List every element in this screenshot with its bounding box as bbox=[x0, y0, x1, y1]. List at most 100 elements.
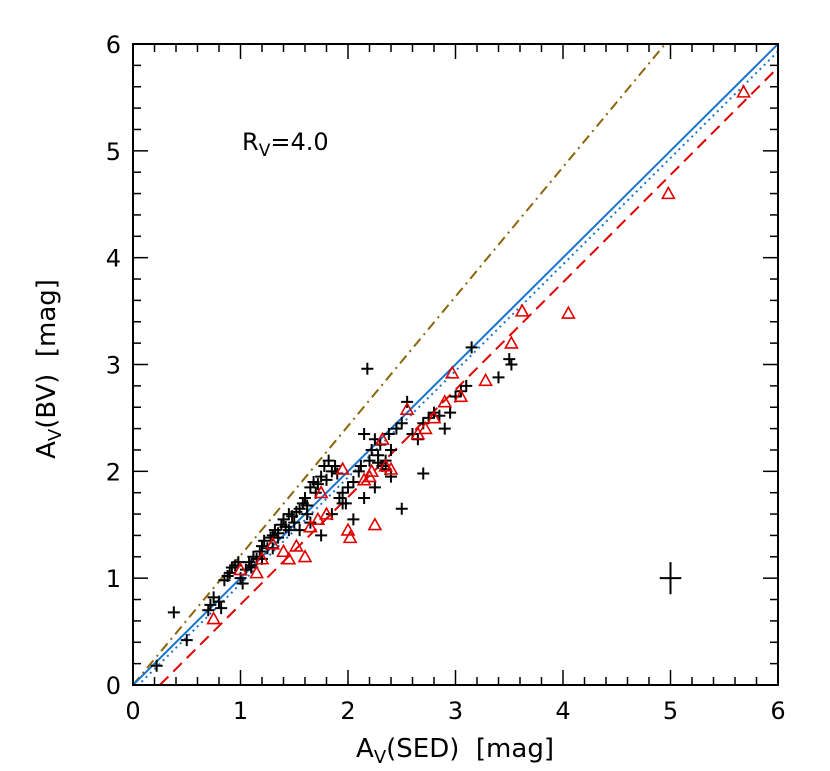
plus-point bbox=[358, 492, 371, 505]
plus-point bbox=[347, 513, 360, 526]
triangle-point bbox=[561, 305, 576, 319]
reference-line-dash-dot bbox=[133, 44, 666, 685]
x-tick-label: 1 bbox=[233, 697, 248, 725]
y-tick-label: 1 bbox=[106, 565, 121, 593]
triangle-point bbox=[399, 401, 415, 415]
triangle-point bbox=[504, 335, 519, 349]
triangle-point bbox=[426, 410, 442, 424]
plus-point bbox=[315, 529, 328, 542]
triangle-point bbox=[206, 611, 221, 625]
plus-point bbox=[336, 486, 349, 499]
reference-line-dotted bbox=[136, 50, 778, 685]
triangle-point bbox=[303, 519, 318, 533]
plus-point bbox=[167, 606, 180, 619]
plus-point bbox=[223, 566, 236, 579]
triangle-point bbox=[313, 485, 329, 499]
plus-point bbox=[293, 524, 306, 537]
x-axis-label-main: A bbox=[356, 734, 374, 764]
triangle-point bbox=[281, 551, 297, 565]
triangle-point bbox=[375, 431, 390, 445]
reference-line-solid bbox=[133, 44, 778, 685]
triangle-point bbox=[249, 565, 264, 579]
plus-point bbox=[385, 470, 397, 483]
plus-point bbox=[213, 595, 225, 608]
plus-point bbox=[354, 459, 367, 472]
x-axis-label: AV(SED) [mag] bbox=[356, 734, 554, 768]
triangle-point bbox=[514, 303, 530, 317]
annotation-sub: V bbox=[259, 141, 271, 161]
plus-point bbox=[438, 422, 451, 435]
plus-point bbox=[460, 379, 473, 392]
triangle-point bbox=[383, 461, 399, 475]
plus-point bbox=[288, 516, 301, 529]
x-tick-label: 0 bbox=[125, 697, 140, 725]
plus-point bbox=[282, 524, 295, 537]
triangle-point bbox=[276, 543, 291, 558]
triangle-point bbox=[444, 365, 460, 379]
y-axis-label: AV(BV) [mag] bbox=[32, 279, 66, 459]
plus-point bbox=[245, 561, 258, 574]
plus-point bbox=[492, 371, 505, 384]
plus-point bbox=[363, 454, 376, 467]
plus-point bbox=[465, 341, 478, 354]
error-bar bbox=[659, 562, 682, 595]
plus-point bbox=[347, 476, 360, 489]
x-axis-label-sub: V bbox=[374, 747, 387, 768]
reference-line-dashed bbox=[159, 66, 778, 685]
plus-point bbox=[336, 497, 349, 510]
y-tick-label: 5 bbox=[106, 138, 121, 166]
plus-point bbox=[417, 467, 430, 480]
y-tick-label: 2 bbox=[106, 458, 121, 486]
plus-point bbox=[390, 422, 403, 435]
plus-point bbox=[368, 481, 381, 494]
y-axis-label-sub: V bbox=[45, 428, 66, 441]
x-axis-label-rest: (SED) [mag] bbox=[386, 734, 554, 764]
triangle-point bbox=[453, 388, 469, 403]
data-points bbox=[150, 84, 751, 672]
plus-point bbox=[329, 459, 342, 472]
plus-point bbox=[372, 456, 385, 469]
triangle-point bbox=[289, 538, 304, 552]
plus-point bbox=[304, 516, 317, 529]
plus-point bbox=[277, 513, 290, 526]
y-tick-label: 6 bbox=[106, 31, 121, 59]
x-tick-label: 4 bbox=[555, 697, 570, 725]
triangle-point bbox=[319, 506, 334, 520]
triangle-point bbox=[367, 517, 383, 531]
plus-point bbox=[382, 427, 395, 440]
plus-point bbox=[503, 353, 516, 366]
triangle-point bbox=[437, 394, 453, 408]
triangle-point bbox=[418, 420, 433, 435]
x-tick-label: 6 bbox=[770, 697, 785, 725]
plus-point bbox=[258, 534, 271, 547]
plus-point bbox=[365, 443, 378, 456]
triangle-point bbox=[364, 463, 380, 477]
plus-point bbox=[311, 478, 324, 491]
triangle-point bbox=[736, 84, 751, 98]
plus-point bbox=[395, 502, 408, 515]
triangle-point bbox=[335, 461, 350, 475]
y-tick-label: 0 bbox=[106, 672, 121, 700]
y-tick-label: 4 bbox=[106, 245, 121, 273]
plus-point bbox=[395, 417, 408, 430]
triangle-point bbox=[660, 185, 676, 200]
y-axis-label-main: A bbox=[32, 441, 62, 459]
plus-point bbox=[202, 604, 215, 617]
triangle-point bbox=[378, 458, 393, 472]
plus-point bbox=[342, 481, 354, 494]
annotation-rest: =4.0 bbox=[270, 128, 328, 156]
triangle-point bbox=[297, 549, 313, 563]
plus-point bbox=[204, 598, 217, 611]
plus-point bbox=[320, 473, 333, 486]
plus-point bbox=[236, 577, 249, 590]
triangle-point bbox=[254, 551, 270, 565]
x-tick-label: 2 bbox=[340, 697, 355, 725]
y-tick-label: 3 bbox=[106, 352, 121, 380]
plus-point bbox=[352, 465, 365, 478]
triangle-point bbox=[478, 372, 493, 387]
x-tick-label: 5 bbox=[663, 697, 678, 725]
triangle-point bbox=[233, 561, 248, 576]
annotation-main: R bbox=[242, 128, 259, 156]
plus-point bbox=[385, 443, 397, 456]
plus-point bbox=[358, 427, 371, 440]
